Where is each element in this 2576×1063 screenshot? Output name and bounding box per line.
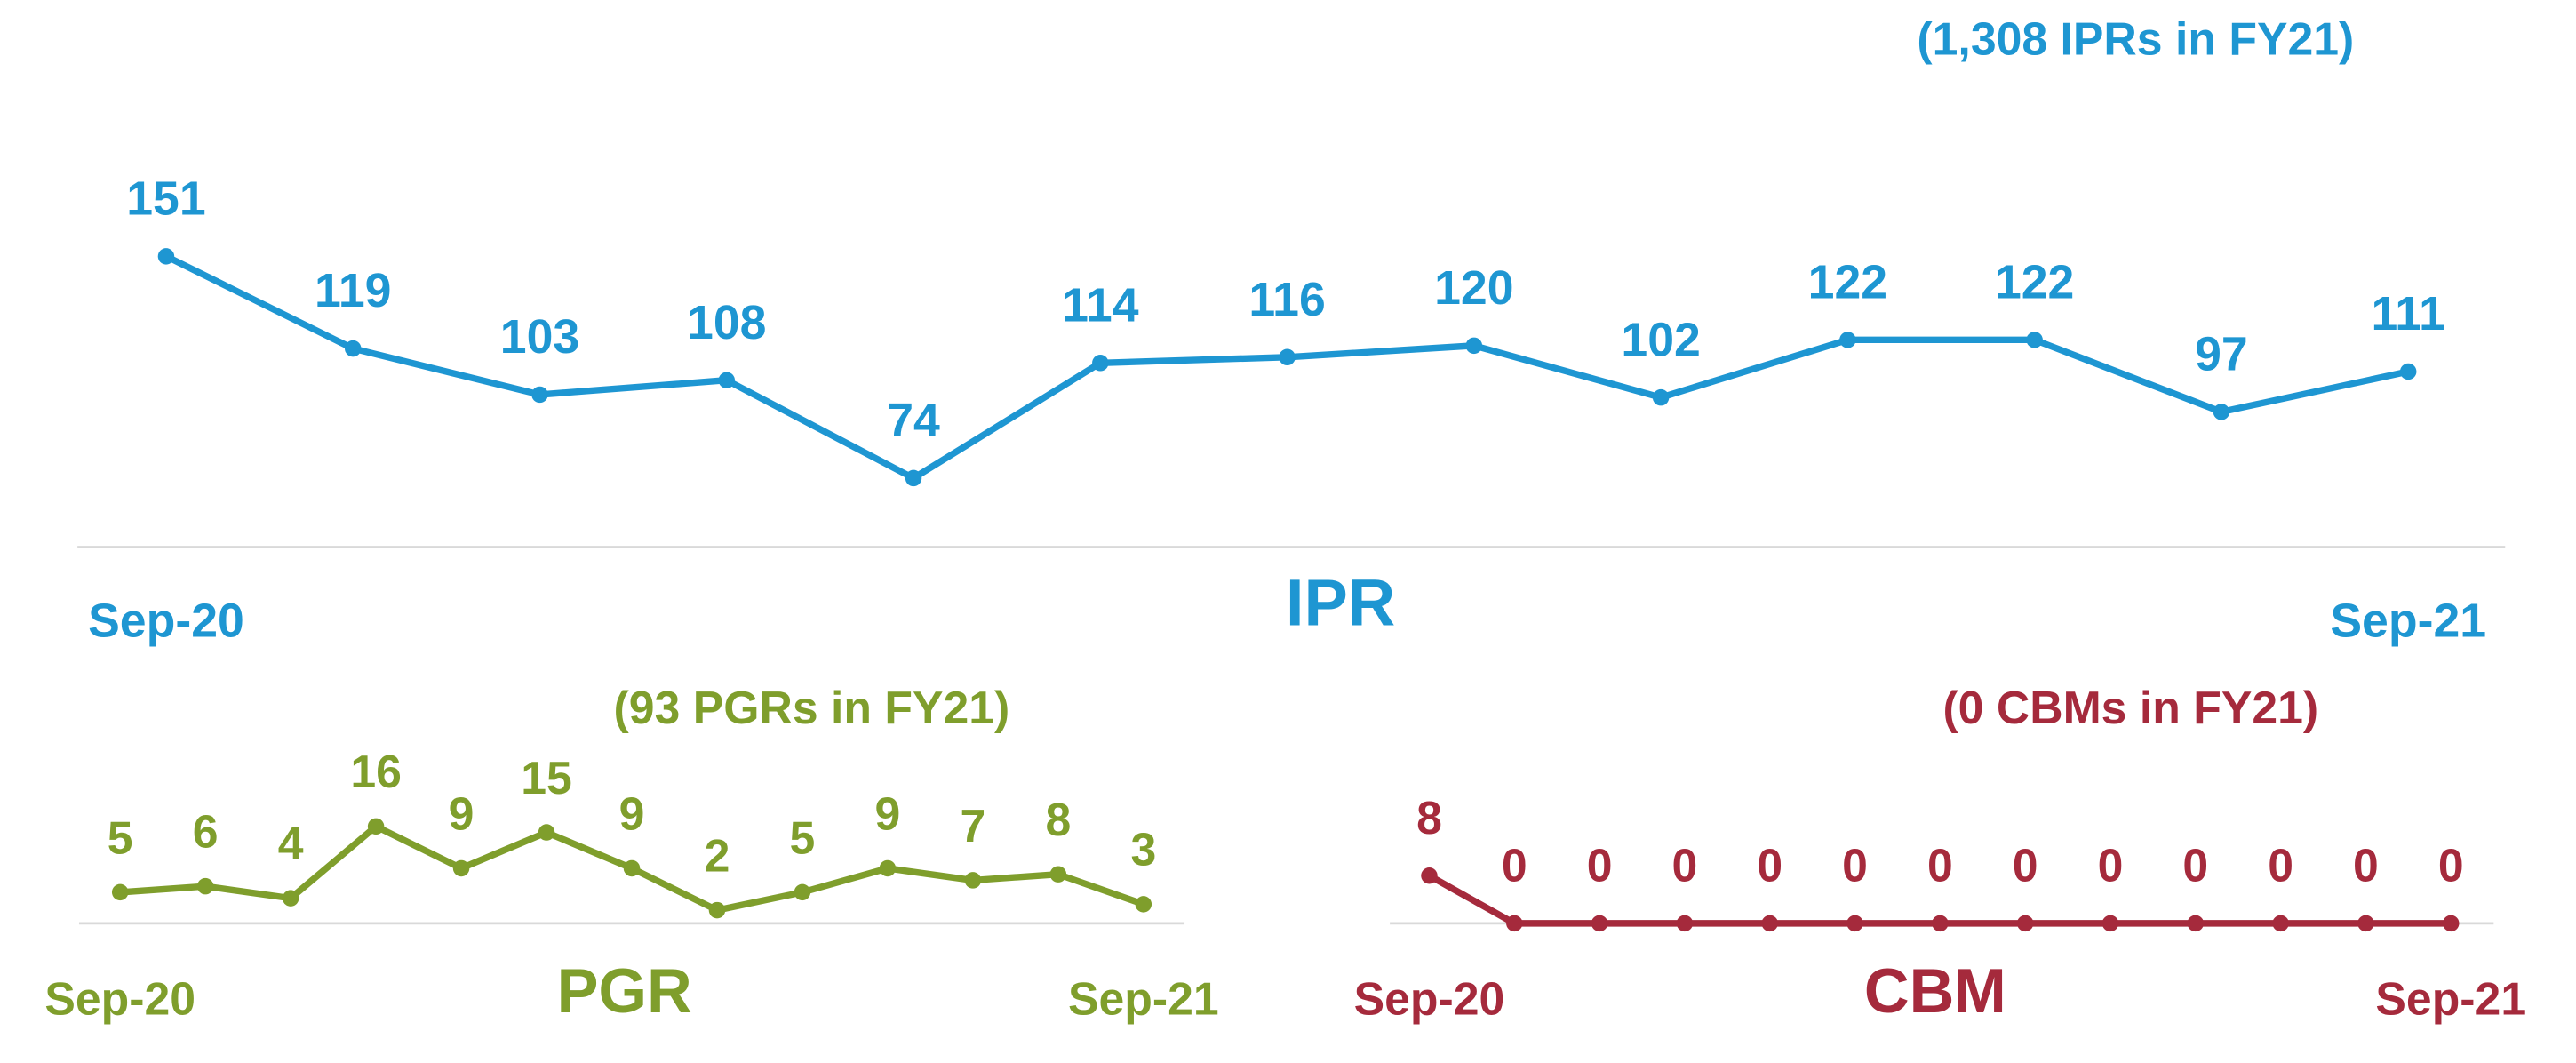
data-point: [531, 386, 548, 404]
data-point: [718, 372, 736, 388]
x-tick-label: Sep-21: [2330, 595, 2486, 648]
data-point: [1932, 915, 1949, 932]
data-label: 116: [1248, 273, 1325, 326]
data-point: [708, 901, 726, 919]
data-point: [905, 469, 922, 487]
data-label: 114: [1062, 278, 1139, 332]
data-label: 9: [875, 787, 901, 839]
data-point: [344, 340, 362, 357]
data-label: 122: [1995, 256, 2074, 309]
data-point: [2357, 915, 2374, 932]
data-label: 97: [2195, 328, 2248, 381]
data-label: 74: [887, 394, 940, 447]
data-point: [1839, 332, 1856, 348]
chart-subtitle: (1,308 IPRs in FY21): [1917, 13, 2354, 65]
data-point: [538, 824, 555, 841]
data-label: 0: [1927, 840, 1953, 891]
data-point: [2026, 332, 2043, 348]
data-label: 8: [1045, 794, 1071, 845]
data-point: [2399, 363, 2417, 380]
data-point: [964, 872, 982, 889]
data-label: 0: [2353, 840, 2379, 891]
data-point: [111, 883, 129, 901]
chart-title: PGR: [557, 955, 692, 1026]
data-point: [196, 877, 214, 895]
data-label: 108: [687, 296, 766, 349]
data-label: 111: [2371, 287, 2445, 340]
data-point: [1652, 388, 1670, 406]
data-label: 122: [1808, 256, 1887, 309]
data-point: [2443, 915, 2460, 932]
data-label: 0: [1842, 840, 1868, 891]
data-point: [1049, 866, 1067, 883]
data-label: 4: [278, 818, 304, 869]
data-label: 3: [1130, 824, 1156, 875]
data-label: 16: [350, 746, 402, 797]
data-point: [1092, 355, 1109, 372]
chart-title: IPR: [1286, 565, 1395, 639]
data-label: 102: [1621, 313, 1700, 366]
data-point: [2016, 915, 2034, 932]
data-point: [2187, 915, 2205, 932]
data-label: 7: [960, 800, 985, 851]
data-label: 0: [1757, 840, 1782, 891]
data-label: 0: [2013, 840, 2038, 891]
data-label: 2: [705, 829, 730, 881]
chart-subtitle: (0 CBMs in FY21): [1942, 682, 2318, 733]
data-point: [2213, 404, 2230, 420]
data-label: 5: [108, 811, 133, 863]
data-point: [452, 859, 470, 877]
data-point: [879, 859, 897, 877]
data-label: 0: [2438, 840, 2464, 891]
data-point: [1846, 915, 1863, 932]
data-label: 15: [521, 752, 572, 803]
data-label: 0: [1502, 840, 1527, 891]
data-label: 151: [126, 172, 205, 226]
data-label: 5: [790, 811, 816, 863]
data-point: [794, 883, 811, 901]
data-label: 0: [2098, 840, 2124, 891]
data-label: 9: [449, 787, 475, 839]
data-point: [1676, 915, 1694, 932]
x-tick-label: Sep-20: [1354, 972, 1505, 1024]
data-label: 8: [1416, 792, 1442, 843]
data-label: 9: [619, 787, 645, 839]
x-tick-label: Sep-20: [88, 595, 244, 648]
data-label: 103: [500, 310, 579, 364]
data-label: 6: [193, 806, 219, 858]
x-tick-label: Sep-20: [44, 972, 195, 1024]
data-point: [1135, 896, 1152, 913]
data-label: 0: [1672, 840, 1698, 891]
chart-subtitle: (93 PGRs in FY21): [614, 682, 1010, 733]
data-label: 0: [2182, 840, 2208, 891]
data-point: [367, 818, 385, 835]
data-point: [1279, 348, 1296, 366]
x-tick-label: Sep-21: [2375, 972, 2526, 1024]
data-point: [1591, 915, 1608, 932]
data-label: 120: [1434, 261, 1513, 315]
x-tick-label: Sep-21: [1068, 972, 1219, 1024]
data-point: [2101, 915, 2119, 932]
data-point: [2272, 915, 2289, 932]
data-label: 0: [2268, 840, 2293, 891]
data-point: [1761, 915, 1778, 932]
data-point: [1506, 915, 1523, 932]
data-label: 0: [1587, 840, 1613, 891]
data-label: 119: [315, 264, 391, 317]
data-point: [623, 859, 641, 877]
chart-title: CBM: [1864, 955, 2006, 1026]
data-point: [1421, 867, 1438, 884]
data-point: [1465, 337, 1483, 355]
data-point: [282, 890, 299, 907]
data-point: [157, 248, 175, 265]
